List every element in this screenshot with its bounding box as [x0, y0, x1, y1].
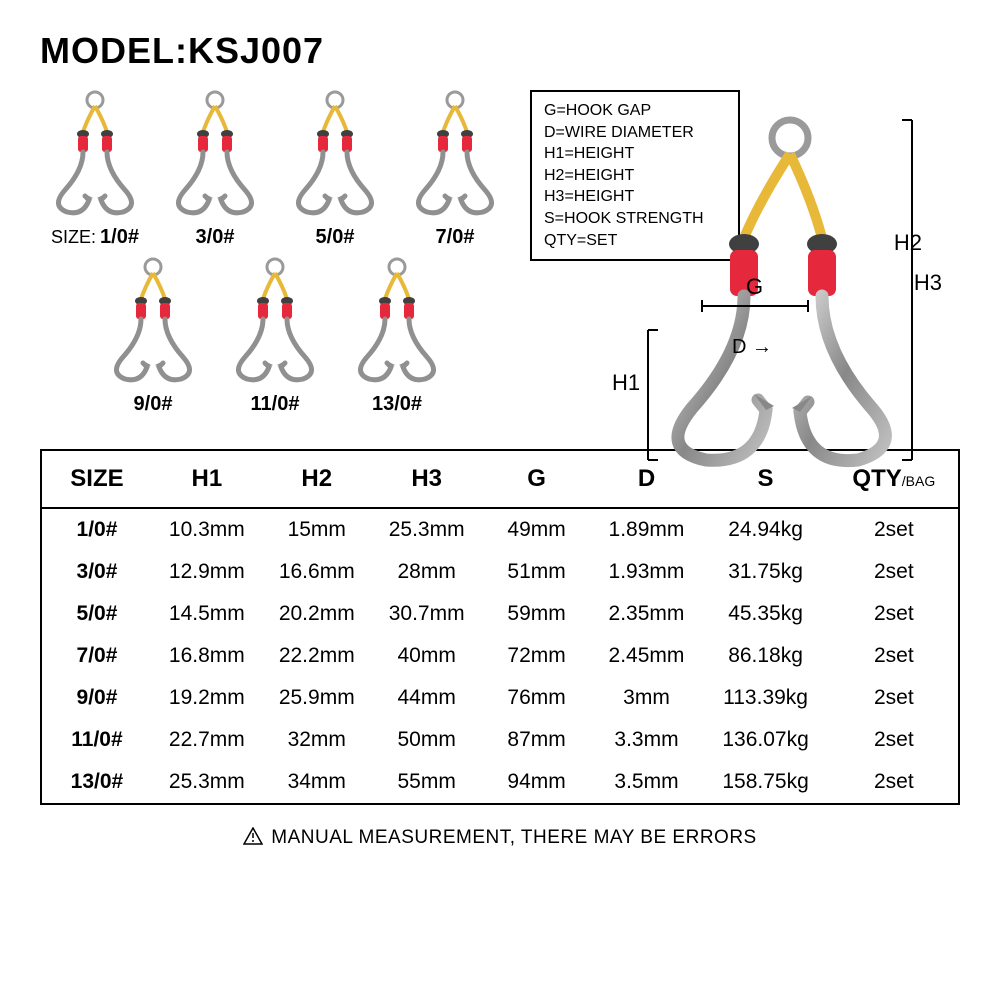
col-header: H3 [372, 451, 482, 508]
size-item: 9/0# [97, 257, 209, 416]
size-grid: SIZE:1/0#3/0#5/0#7/0# 9/0#11/0#13/0# [40, 90, 510, 424]
label-d: D → [732, 336, 772, 359]
label-h2: H2 [894, 230, 922, 256]
table-row: 9/0#19.2mm25.9mm44mm76mm3mm113.39kg2set [42, 677, 958, 719]
col-header: SIZE [42, 451, 152, 508]
warning-icon [243, 827, 263, 851]
label-h1: H1 [612, 370, 640, 396]
table-row: 3/0#12.9mm16.6mm28mm51mm1.93mm31.75kg2se… [42, 551, 958, 593]
table-row: 13/0#25.3mm34mm55mm94mm3.5mm158.75kg2set [42, 761, 958, 803]
dimension-diagram: H3 H2 H1 G D → [640, 110, 920, 475]
size-item: 7/0# [400, 90, 510, 249]
col-header: H2 [262, 451, 372, 508]
disclaimer: MANUAL MEASUREMENT, THERE MAY BE ERRORS [40, 827, 960, 851]
model-title: MODEL:KSJ007 [40, 30, 960, 72]
spec-table: SIZEH1H2H3GDSQTY/BAG 1/0#10.3mm15mm25.3m… [40, 449, 960, 805]
table-row: 11/0#22.7mm32mm50mm87mm3.3mm136.07kg2set [42, 719, 958, 761]
col-header: G [482, 451, 592, 508]
table-row: 7/0#16.8mm22.2mm40mm72mm2.45mm86.18kg2se… [42, 635, 958, 677]
label-h3: H3 [914, 270, 942, 296]
size-item: 3/0# [160, 90, 270, 249]
size-item: 5/0# [280, 90, 390, 249]
table-row: 5/0#14.5mm20.2mm30.7mm59mm2.35mm45.35kg2… [42, 593, 958, 635]
size-item: 11/0# [219, 257, 331, 416]
label-g: G [746, 274, 763, 300]
table-row: 1/0#10.3mm15mm25.3mm49mm1.89mm24.94kg2se… [42, 508, 958, 551]
size-item: SIZE:1/0# [40, 90, 150, 249]
size-item: 13/0# [341, 257, 453, 416]
col-header: H1 [152, 451, 262, 508]
